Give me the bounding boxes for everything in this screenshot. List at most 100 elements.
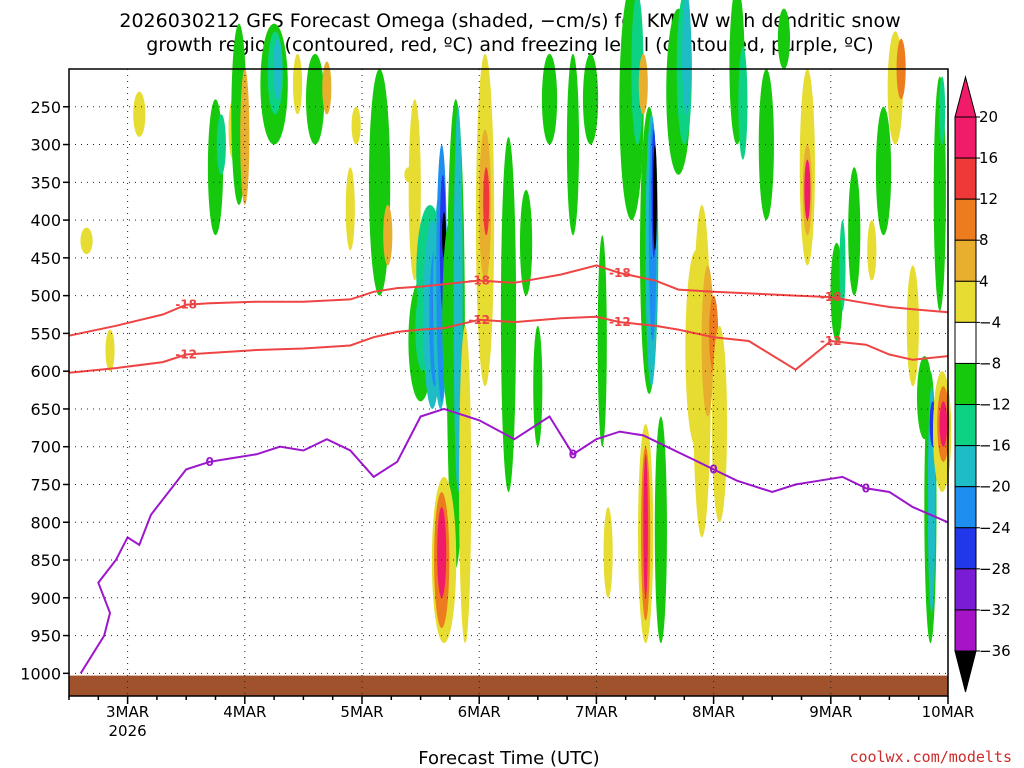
omega-shade-48 (603, 507, 613, 598)
contour-0C (79, 407, 949, 674)
omega-shade-16 (345, 167, 355, 251)
omega-shade-51 (638, 53, 648, 115)
colorbar-box-12 (954, 609, 977, 652)
x-tick-label-7: 10MAR (922, 703, 975, 721)
chart-title-line1: 2026030212 GFS Forecast Omega (shaded, −… (119, 10, 900, 32)
x-tick-label-6: 9MAR (809, 703, 852, 721)
colorbar-label-13: −36 (979, 642, 1011, 660)
colorbar: 20 16 12 8 4 −4 −8 −12 −16 −20 −24 −28 −32 −36 (954, 75, 1011, 693)
contour-label-0C-2: 0 (709, 462, 717, 476)
colorbar-box-10 (954, 527, 977, 570)
colorbar-label-9: −20 (979, 478, 1011, 496)
omega-shade-80 (875, 106, 892, 236)
omega-shade-14 (322, 61, 332, 115)
contour-label--18-1: -18 (468, 274, 490, 288)
omega-shade-44 (541, 53, 558, 145)
omega-shade-2 (133, 91, 146, 137)
contour-label--12-3: -12 (820, 334, 842, 348)
omega-shade-59 (643, 454, 648, 598)
y-tick-label-8: 650 (30, 400, 61, 419)
omega-shade-77 (839, 220, 846, 311)
omega-shade-46 (582, 53, 599, 145)
colorbar-box-0 (954, 116, 977, 159)
contour-label--12-1: -12 (468, 313, 490, 327)
omega-shade-75 (804, 159, 811, 221)
omega-shade-70 (738, 46, 748, 160)
omega-shade-63 (682, 0, 692, 115)
x-year-label: 2026 (109, 722, 147, 740)
plot-area (69, 0, 952, 696)
omega-shade-92 (939, 76, 946, 145)
colorbar-bottom-arrow (954, 650, 977, 693)
colorbar-top-arrow (954, 75, 977, 118)
y-tick-label-13: 900 (30, 589, 61, 608)
omega-shade-36 (437, 507, 447, 598)
colorbar-box-8 (954, 445, 977, 488)
omega-shade-47 (597, 235, 607, 447)
omega-shade-78 (848, 167, 861, 296)
omega-shade-12 (292, 53, 303, 115)
colorbar-label-1: 16 (979, 149, 998, 167)
colorbar-box-7 (954, 404, 977, 447)
y-tick-label-9: 700 (30, 438, 61, 457)
colorbar-label-6: −8 (979, 354, 1001, 372)
omega-shade-56 (653, 144, 657, 251)
contour--12 (68, 315, 949, 374)
y-tick-label-6: 550 (30, 324, 61, 343)
contour-label--18-0: -18 (175, 298, 197, 312)
contour--18 (68, 264, 949, 337)
x-tick-label-3: 6MAR (458, 703, 501, 721)
x-tick-label-2: 5MAR (340, 703, 383, 721)
colorbar-box-2 (954, 198, 977, 241)
y-tick-label-7: 600 (30, 362, 61, 381)
contour-label-0C-1: 0 (569, 447, 577, 461)
omega-shade-60 (654, 416, 667, 644)
terrain-strip (69, 675, 948, 696)
colorbar-box-4 (954, 280, 977, 323)
contour-label--18-2: -18 (609, 266, 631, 280)
y-tick-label-10: 750 (30, 475, 61, 494)
y-tick-label-12: 850 (30, 551, 61, 570)
omega-shade-13 (305, 53, 325, 145)
omega-shade-79 (867, 220, 877, 281)
omega-shade-68 (711, 325, 728, 523)
omega-shade-43 (533, 325, 543, 447)
omega-shade-41 (500, 136, 517, 493)
colorbar-label-7: −12 (979, 396, 1011, 414)
y-tick-label-15: 1000 (20, 664, 61, 683)
colorbar-box-9 (954, 486, 977, 529)
y-tick-label-11: 800 (30, 513, 61, 532)
x-axis-label: Forecast Time (UTC) (418, 748, 599, 768)
y-tick-label-5: 500 (30, 287, 61, 306)
contour-label--12-0: -12 (175, 348, 197, 362)
omega-shade-0 (80, 227, 93, 255)
omega-shade-40 (483, 167, 490, 236)
omega-shade-90 (939, 401, 948, 447)
x-tick-label-0: 3MAR (106, 703, 149, 721)
colorbar-label-4: 4 (979, 272, 989, 290)
omega-shade-83 (906, 265, 919, 387)
y-tick-label-14: 950 (30, 627, 61, 646)
colorbar-label-0: 20 (979, 108, 998, 126)
omega-shade-71 (758, 69, 774, 221)
x-tick-label-1: 4MAR (223, 703, 266, 721)
colorbar-label-10: −24 (979, 519, 1011, 537)
omega-shade-5 (216, 114, 226, 175)
omega-shade-66 (701, 265, 714, 417)
omega-shade-72 (777, 8, 791, 70)
colorbar-box-6 (954, 362, 977, 406)
y-tick-label-4: 450 (30, 249, 61, 268)
colorbar-box-5 (954, 321, 977, 364)
axes: 250 300 350 400 450 500 550 600 650 700 750 800 850 9… (20, 68, 975, 740)
colorbar-label-5: −4 (979, 313, 1001, 331)
omega-shade-8 (240, 68, 250, 205)
contour-label-0C-0: 0 (205, 455, 213, 469)
omega-shade-18 (383, 204, 393, 266)
colorbar-label-8: −16 (979, 437, 1011, 455)
y-tick-label-2: 350 (30, 173, 61, 192)
y-tick-label-1: 300 (30, 136, 61, 155)
x-tick-label-5: 8MAR (692, 703, 735, 721)
omega-shade-15 (351, 106, 361, 145)
